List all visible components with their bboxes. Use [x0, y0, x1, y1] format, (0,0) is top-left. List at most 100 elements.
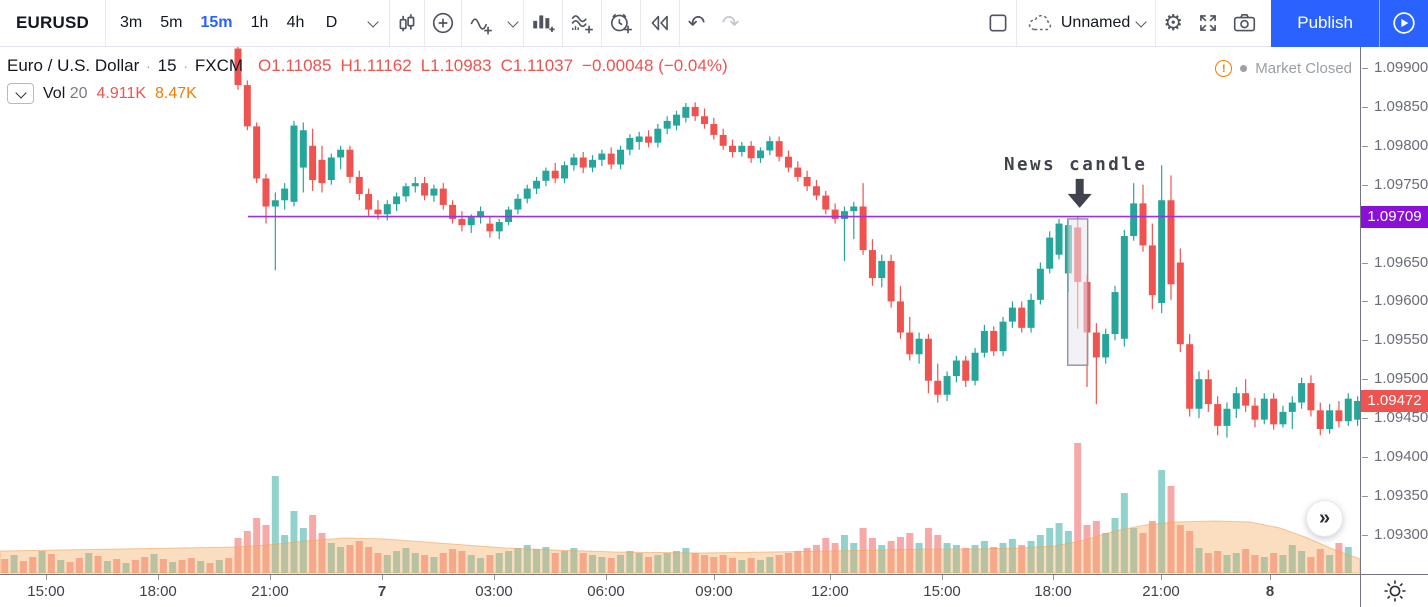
compare-button[interactable] — [425, 3, 461, 43]
candle-body — [495, 222, 503, 232]
candle-body — [673, 114, 681, 126]
volume-bar — [514, 548, 522, 573]
save-layout-button[interactable]: Unnamed — [1017, 3, 1155, 43]
financials-icon — [532, 15, 555, 32]
volume-bar — [589, 555, 597, 573]
news-candle-highlight-box[interactable] — [1066, 218, 1089, 366]
time-tick — [942, 575, 943, 580]
volume-bar — [374, 553, 382, 573]
volume-bar — [1083, 525, 1091, 573]
templates-button[interactable] — [563, 3, 601, 43]
candle-body — [1335, 410, 1343, 422]
redo-button[interactable]: ↷ — [714, 3, 748, 43]
volume-bar — [934, 535, 942, 573]
volume-collapse-button[interactable] — [7, 83, 34, 104]
indicators-button[interactable] — [462, 3, 500, 43]
volume-bar — [94, 556, 102, 573]
timeframe-menu-button[interactable] — [355, 3, 389, 43]
candle-body — [421, 183, 429, 196]
replay-button[interactable] — [641, 3, 679, 43]
volume-bar — [215, 560, 223, 573]
timeframe-1h[interactable]: 1h — [243, 3, 277, 43]
news-candle-label[interactable]: News candle — [1004, 155, 1147, 175]
volume-bar — [131, 560, 139, 573]
volume-bar — [1167, 486, 1175, 573]
candle-body — [290, 125, 298, 202]
volume-bar — [1055, 523, 1063, 573]
volume-bar — [1130, 528, 1138, 573]
indicators-menu-button[interactable] — [500, 3, 523, 43]
price-tick — [1362, 106, 1368, 108]
time-axis-label: 15:00 — [923, 583, 961, 600]
timeframe-4h[interactable]: 4h — [279, 3, 313, 43]
time-tick — [714, 575, 715, 580]
volume-bar — [486, 555, 494, 573]
volume-bar — [1186, 531, 1194, 573]
price-tick — [1362, 301, 1368, 303]
candle-body — [1242, 393, 1250, 406]
warning-icon[interactable]: ! — [1215, 60, 1233, 77]
chevron-down-icon — [1135, 15, 1147, 28]
volume-bar — [822, 538, 830, 573]
candle-body — [1316, 410, 1324, 429]
price-axis-label: 1.09300 — [1374, 525, 1428, 543]
publish-button[interactable]: Publish — [1271, 0, 1379, 47]
volume-bar — [1288, 545, 1296, 573]
screenshot-button[interactable] — [1226, 3, 1263, 43]
candle-body — [243, 85, 251, 127]
time-axis[interactable]: 15:00 18:00 21:00 7 03:00 06:00 09:00 12:00 15:0… — [0, 575, 1361, 607]
candle-body — [924, 338, 932, 381]
camera-icon — [1234, 14, 1256, 32]
undo-button[interactable]: ↶ — [680, 3, 714, 43]
settings-button[interactable]: ⚙ — [1156, 3, 1190, 43]
candle-body — [346, 149, 354, 177]
timeframe-3m[interactable]: 3m — [112, 3, 150, 43]
toolbar-divider — [460, 0, 462, 46]
down-arrow-icon[interactable] — [1067, 178, 1092, 208]
timeframe-D[interactable]: D — [315, 3, 349, 43]
alert-button[interactable] — [602, 3, 640, 43]
scroll-to-latest-button[interactable]: » — [1306, 500, 1343, 537]
volume-bar — [1326, 555, 1334, 573]
candle-body — [1288, 402, 1296, 412]
fullscreen-button[interactable] — [1190, 3, 1226, 43]
financials-button[interactable] — [524, 3, 562, 43]
time-axis-label: 03:00 — [475, 583, 513, 600]
volume-bar — [579, 553, 587, 573]
price-tick — [1362, 534, 1368, 536]
candle-body — [281, 188, 289, 201]
candle-body — [1251, 405, 1259, 420]
candle-body — [971, 352, 979, 381]
publish-menu-button[interactable] — [1380, 0, 1428, 47]
chart-style-button[interactable] — [390, 3, 424, 43]
volume-bar — [523, 545, 531, 573]
candle-body — [262, 178, 270, 207]
price-tick — [1362, 495, 1368, 497]
price-axis[interactable]: 1.099001.098501.098001.097501.097001.096… — [1361, 47, 1428, 574]
sun-icon[interactable] — [1382, 578, 1408, 604]
volume-bar — [980, 541, 988, 573]
axis-corner — [1361, 575, 1428, 607]
volume-bar — [262, 525, 270, 573]
volume-bar — [728, 558, 736, 573]
candle-body — [915, 338, 923, 355]
volume-bar — [477, 558, 485, 573]
candle-body — [1055, 223, 1063, 255]
candle-body — [663, 120, 671, 129]
timeframe-15m[interactable]: 15m — [192, 3, 240, 43]
candle-body — [570, 157, 578, 166]
symbol-button[interactable]: EURUSD — [0, 3, 105, 43]
candle-body — [1018, 307, 1026, 328]
volume-label: Vol 20 — [43, 84, 88, 102]
volume-bar — [225, 558, 233, 573]
candle-body — [934, 380, 942, 395]
layout-select-button[interactable] — [980, 3, 1016, 43]
interval-label: 15 — [157, 56, 177, 75]
timeframe-5m[interactable]: 5m — [152, 3, 190, 43]
volume-bar — [1111, 518, 1119, 573]
close-value: C1.11037 — [500, 56, 574, 75]
candle-body — [1214, 404, 1222, 426]
top-toolbar: EURUSD 3m 5m 15m 1h 4h D — [0, 0, 1428, 47]
toolbar-divider — [423, 0, 425, 46]
